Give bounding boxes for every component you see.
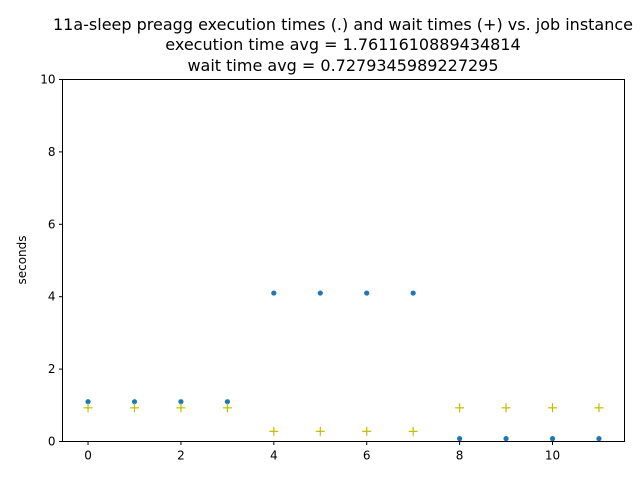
wait-time-point — [594, 403, 604, 413]
wait-time-point — [455, 403, 465, 413]
wait-time-point — [269, 426, 279, 436]
wait-time-point — [129, 403, 139, 413]
chart-title-line-3: wait time avg = 0.7279345989227295 — [187, 56, 498, 75]
wait-time-point — [362, 426, 372, 436]
x-tick-label: 6 — [363, 449, 371, 463]
x-tick-label: 4 — [270, 449, 278, 463]
execution-time-point — [364, 290, 370, 296]
y-axis-label: seconds — [15, 235, 29, 284]
x-tick-label: 10 — [545, 449, 560, 463]
y-tick-label: 10 — [40, 73, 55, 87]
wait-time-point — [501, 403, 511, 413]
wait-time-point — [408, 426, 418, 436]
chart-title-line-1: 11a-sleep preagg execution times (.) and… — [53, 15, 633, 34]
y-axis-ticks: 0 2 4 6 8 10 — [40, 73, 63, 449]
y-tick-label: 8 — [48, 145, 56, 159]
wait-time-point — [548, 403, 558, 413]
plot-frame — [62, 79, 625, 442]
chart-title-line-2: execution time avg = 1.7611610889434814 — [165, 35, 520, 54]
y-tick-label: 4 — [48, 290, 56, 304]
wait-time-point — [83, 403, 93, 413]
x-tick-label: 8 — [456, 449, 464, 463]
execution-time-point — [224, 399, 230, 405]
wait-time-point — [176, 403, 186, 413]
execution-time-point — [317, 290, 323, 296]
y-tick-label: 6 — [48, 217, 56, 231]
execution-time-point — [596, 436, 602, 442]
data-points — [83, 290, 604, 442]
execution-time-point — [410, 290, 416, 296]
wait-time-point — [222, 403, 232, 413]
execution-time-point — [503, 436, 509, 442]
execution-time-point — [178, 399, 184, 405]
execution-time-point — [457, 436, 463, 442]
x-axis-ticks: 0 2 4 6 8 10 — [84, 441, 560, 463]
x-tick-label: 0 — [84, 449, 92, 463]
execution-time-point — [549, 436, 556, 442]
y-tick-label: 0 — [48, 435, 56, 449]
execution-time-point — [271, 290, 277, 296]
wait-time-point — [315, 426, 325, 436]
execution-time-point — [131, 399, 138, 405]
y-tick-label: 2 — [48, 362, 56, 376]
x-tick-label: 2 — [177, 449, 185, 463]
execution-time-point — [85, 399, 91, 405]
